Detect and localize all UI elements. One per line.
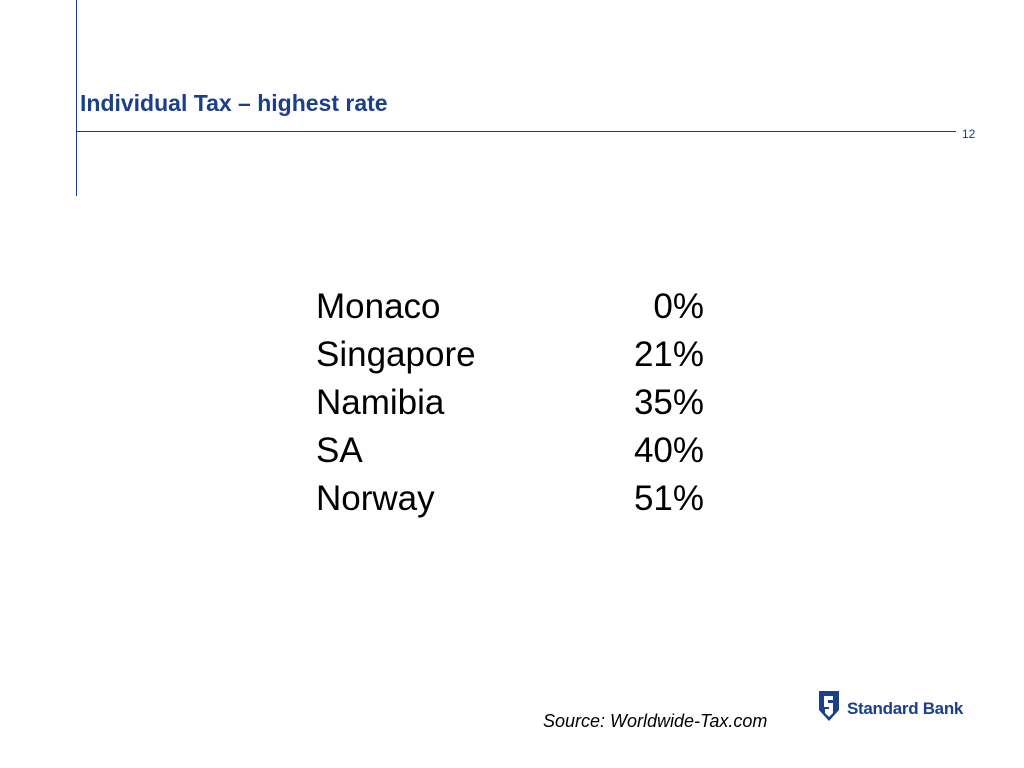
vertical-divider bbox=[76, 0, 77, 196]
tax-rate: 51% bbox=[633, 479, 704, 518]
rate-row: Singapore 21% bbox=[316, 332, 716, 380]
logo-text: Standard Bank bbox=[847, 698, 964, 718]
rate-row: Monaco 0% bbox=[316, 284, 716, 332]
country-name: Namibia bbox=[316, 383, 445, 422]
country-name: Monaco bbox=[316, 287, 441, 326]
page-number: 12 bbox=[962, 127, 976, 141]
tax-rate-list: Monaco 0% Singapore 21% Namibia 35% SA 4… bbox=[316, 284, 716, 524]
tax-rate: 40% bbox=[633, 431, 704, 470]
tax-rate: 35% bbox=[633, 383, 704, 422]
horizontal-divider bbox=[76, 131, 956, 132]
source-citation: Source: Worldwide-Tax.com bbox=[543, 711, 768, 731]
rate-row: SA 40% bbox=[316, 428, 716, 476]
tax-rate: 0% bbox=[653, 287, 704, 326]
standard-bank-shield-icon bbox=[817, 690, 841, 727]
country-name: Norway bbox=[316, 479, 435, 518]
country-name: SA bbox=[316, 431, 363, 470]
rate-row: Namibia 35% bbox=[316, 380, 716, 428]
rate-row: Norway 51% bbox=[316, 476, 716, 524]
tax-rate: 21% bbox=[633, 335, 704, 374]
standard-bank-logo: Standard Bank bbox=[817, 690, 963, 727]
country-name: Singapore bbox=[316, 335, 476, 374]
slide-title: Individual Tax – highest rate bbox=[80, 90, 388, 116]
